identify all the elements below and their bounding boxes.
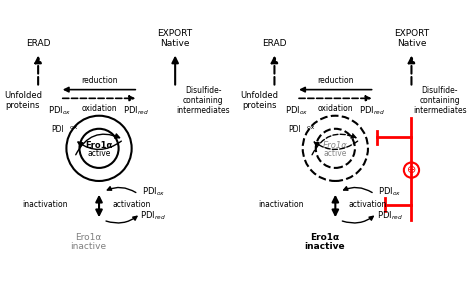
Text: Unfolded
proteins: Unfolded proteins	[4, 91, 42, 110]
Text: PDI$_{ox}$: PDI$_{ox}$	[48, 104, 72, 117]
Text: reduction: reduction	[317, 76, 354, 85]
Text: PDI$_{ox}$: PDI$_{ox}$	[142, 185, 165, 198]
Text: oxidation: oxidation	[318, 104, 353, 113]
Text: Ero1α: Ero1α	[310, 233, 339, 242]
Text: Disulfide-
containing
intermediates: Disulfide- containing intermediates	[177, 86, 230, 115]
Text: oxidation: oxidation	[81, 104, 117, 113]
Text: PDI$_{ox}$: PDI$_{ox}$	[284, 104, 308, 117]
Text: Ero1α: Ero1α	[323, 141, 348, 149]
Text: ox: ox	[64, 125, 78, 130]
Text: ox: ox	[301, 125, 314, 130]
Text: PDI$_{ox}$: PDI$_{ox}$	[378, 185, 401, 198]
Text: PDI: PDI	[288, 125, 301, 134]
Text: ERAD: ERAD	[26, 39, 50, 48]
Text: inactivation: inactivation	[22, 200, 67, 209]
Text: PDI: PDI	[52, 125, 64, 134]
Text: PDI$_{red}$: PDI$_{red}$	[377, 210, 402, 222]
Text: EXPORT
Native: EXPORT Native	[157, 29, 193, 48]
Text: active: active	[324, 149, 347, 158]
Text: activation: activation	[112, 200, 151, 209]
Text: Ero1α: Ero1α	[85, 141, 113, 149]
Text: inactive: inactive	[304, 242, 345, 251]
Text: Unfolded
proteins: Unfolded proteins	[240, 91, 278, 110]
Text: inactive: inactive	[70, 242, 106, 251]
Text: ERAD: ERAD	[262, 39, 287, 48]
Text: PDI$_{red}$: PDI$_{red}$	[123, 104, 149, 117]
Text: active: active	[87, 149, 111, 158]
Text: ⊖: ⊖	[407, 165, 416, 175]
Text: EXPORT
Native: EXPORT Native	[394, 29, 429, 48]
Text: activation: activation	[349, 200, 387, 209]
Text: inactivation: inactivation	[258, 200, 304, 209]
Text: Ero1α: Ero1α	[75, 233, 101, 242]
Text: PDI$_{red}$: PDI$_{red}$	[140, 210, 166, 222]
Text: reduction: reduction	[81, 76, 117, 85]
Circle shape	[404, 162, 419, 178]
Text: Disulfide-
containing
intermediates: Disulfide- containing intermediates	[413, 86, 466, 115]
Text: PDI$_{red}$: PDI$_{red}$	[359, 104, 385, 117]
